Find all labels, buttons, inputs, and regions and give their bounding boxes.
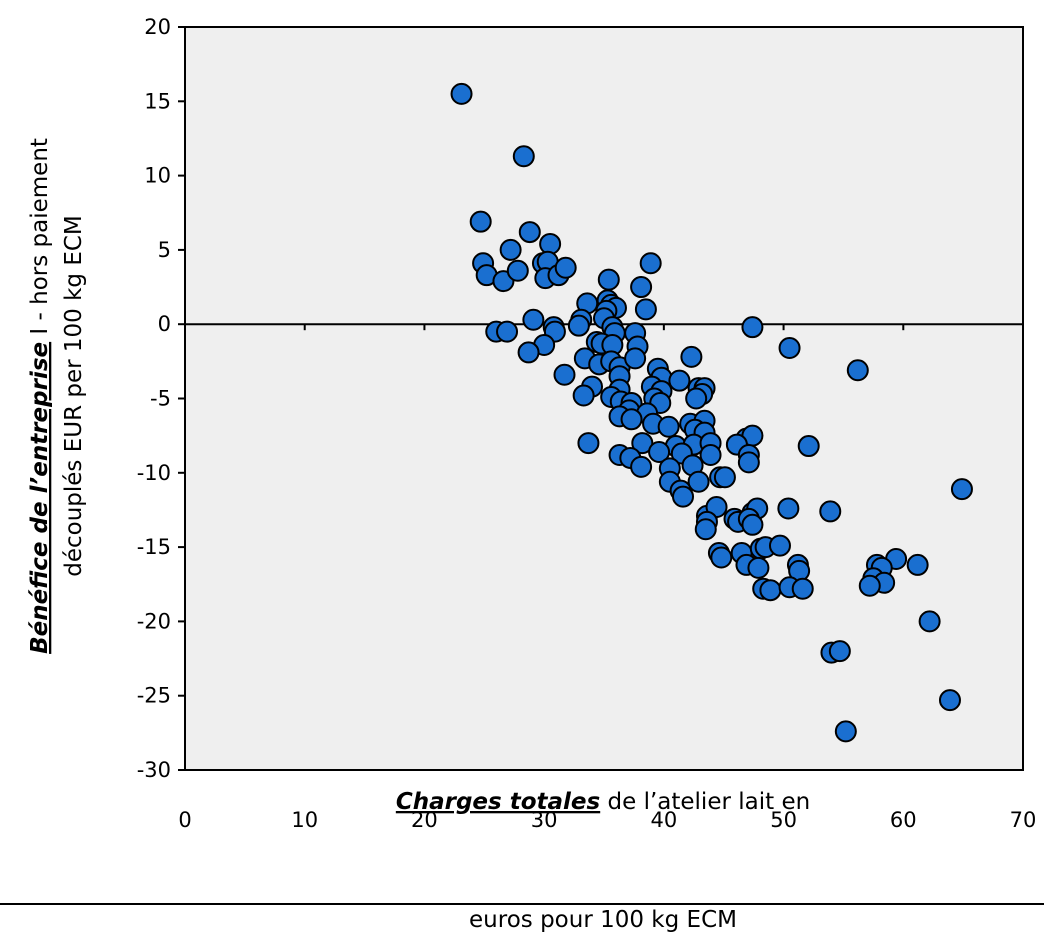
data-point [572, 384, 595, 407]
data-point [450, 82, 473, 105]
data-point [819, 500, 842, 523]
data-point [791, 577, 814, 600]
data-point [630, 276, 653, 299]
x-axis-ticks: 0 10 20 30 40 50 60 70 [178, 808, 1036, 832]
data-point [554, 256, 577, 279]
data-point [631, 432, 654, 455]
x-tick-label: 10 [291, 808, 318, 832]
data-point [768, 534, 791, 557]
data-point [522, 308, 545, 331]
data-point [512, 145, 535, 168]
y-tick-label: 10 [144, 164, 171, 188]
data-point [539, 232, 562, 255]
y-axis-title-rest: I - hors paiement [27, 138, 53, 342]
data-point [858, 574, 881, 597]
data-point [918, 610, 941, 633]
data-point [797, 435, 820, 458]
data-point [950, 478, 973, 501]
data-point [680, 345, 703, 368]
x-axis-title-line2: euros pour 100 kg ECM [469, 907, 737, 933]
x-tick-label: 40 [650, 808, 677, 832]
data-point [506, 259, 529, 282]
y-tick-label: -15 [137, 535, 171, 559]
data-point [694, 518, 717, 541]
data-point [687, 470, 710, 493]
data-point [906, 553, 929, 576]
x-tick-label: 20 [411, 808, 438, 832]
data-point [648, 440, 671, 463]
data-point [499, 238, 522, 261]
x-tick-label: 60 [890, 808, 917, 832]
y-tick-label: 20 [144, 15, 171, 39]
y-axis-title-line2: découplés EUR per 100 kg ECM [61, 215, 87, 577]
y-tick-label: -5 [150, 387, 171, 411]
data-point [834, 720, 857, 743]
data-point [759, 579, 782, 602]
data-point [741, 513, 764, 536]
y-axis-ticks: 20 15 10 5 0 -5 -10 -15 -20 -25 -30 [137, 15, 185, 782]
data-point [672, 485, 695, 508]
data-point [699, 443, 722, 466]
data-point [668, 369, 691, 392]
data-point [710, 546, 733, 569]
data-point [846, 359, 869, 382]
data-point [639, 252, 662, 275]
data-point [518, 221, 541, 244]
data-point [469, 210, 492, 233]
x-tick-label: 70 [1010, 808, 1037, 832]
bottom-rule [0, 903, 1044, 905]
data-point [741, 316, 764, 339]
y-tick-label: 5 [158, 238, 171, 262]
data-point [624, 347, 647, 370]
data-point [747, 556, 770, 579]
x-axis-title: Charges totales de l’atelier lait en [396, 789, 810, 815]
x-tick-label: 0 [178, 808, 191, 832]
data-point [938, 689, 961, 712]
x-axis-title-rest: de l’atelier lait en [600, 789, 810, 815]
data-point [713, 466, 736, 489]
x-tick-label: 30 [531, 808, 558, 832]
y-tick-label: 0 [158, 312, 171, 336]
y-tick-label: -10 [137, 461, 171, 485]
data-point [828, 640, 851, 663]
data-point [630, 455, 653, 478]
y-tick-label: -20 [137, 609, 171, 633]
data-point [567, 314, 590, 337]
y-axis-title: Bénéfice de l’entreprise I - hors paieme… [27, 138, 53, 654]
data-point [517, 341, 540, 364]
x-axis-title-emphasis: Charges totales [396, 789, 600, 815]
y-tick-label: -30 [137, 758, 171, 782]
data-point [620, 408, 643, 431]
data-point [553, 363, 576, 386]
y-axis-title-emphasis: Bénéfice de l’entreprise [27, 342, 53, 654]
data-point [496, 320, 519, 343]
data-point [657, 415, 680, 438]
data-point [685, 387, 708, 410]
x-tick-label: 50 [770, 808, 797, 832]
data-point [777, 497, 800, 520]
data-point [737, 451, 760, 474]
y-tick-label: -25 [137, 684, 171, 708]
data-point [577, 432, 600, 455]
data-point [778, 336, 801, 359]
y-tick-label: 15 [144, 89, 171, 113]
data-point [597, 268, 620, 291]
data-point [634, 298, 657, 321]
data-points [450, 82, 973, 743]
